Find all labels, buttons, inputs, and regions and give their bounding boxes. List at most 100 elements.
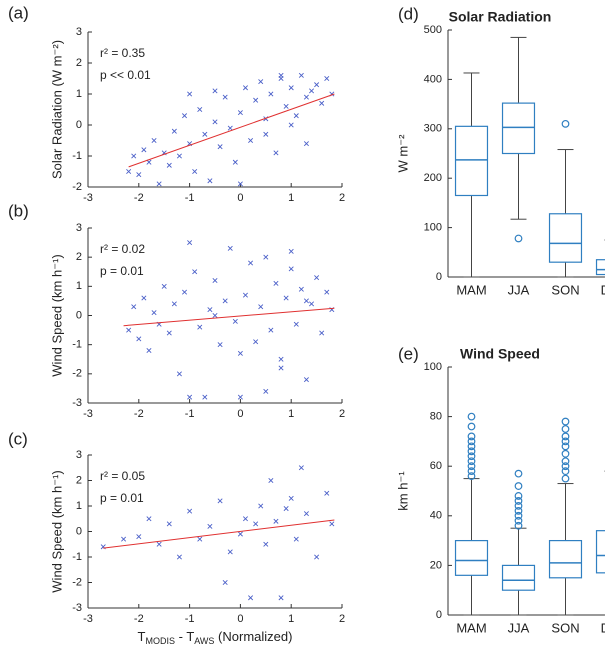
x-tick-label: SON — [551, 282, 579, 297]
outlier — [561, 457, 570, 466]
point — [273, 280, 279, 286]
box — [548, 213, 583, 263]
fit-line — [128, 93, 335, 168]
point — [258, 79, 264, 85]
outlier — [561, 467, 570, 476]
outlier — [561, 119, 570, 128]
outlier — [467, 442, 476, 451]
point — [232, 318, 238, 324]
point — [237, 350, 243, 356]
point — [288, 495, 294, 501]
point — [319, 330, 325, 336]
y-tick-label: 1 — [76, 280, 82, 292]
outlier — [467, 437, 476, 446]
point — [309, 301, 315, 307]
point — [136, 172, 142, 178]
fit-line — [103, 519, 335, 549]
point — [182, 289, 188, 295]
annotation: p = 0.01 — [100, 264, 144, 278]
point — [237, 110, 243, 116]
outlier — [561, 442, 570, 451]
point — [171, 128, 177, 134]
y-tick-label: 1 — [76, 500, 82, 512]
point — [197, 106, 203, 113]
x-tick-label: MAM — [456, 620, 486, 635]
point — [319, 100, 325, 106]
x-tick-label: 2 — [339, 613, 345, 625]
point — [212, 88, 218, 94]
point — [303, 377, 309, 383]
outlier — [514, 521, 523, 530]
point — [298, 286, 304, 292]
y-tick-label: -2 — [72, 576, 82, 588]
outlier — [514, 492, 523, 500]
point — [187, 240, 193, 246]
point — [278, 595, 284, 601]
x-axis-label-part: - T — [175, 629, 194, 644]
y-tick-label: -3 — [72, 602, 82, 614]
box — [595, 259, 605, 276]
x-tick-label: 2 — [339, 192, 345, 204]
point — [151, 137, 157, 144]
point — [288, 266, 294, 272]
y-tick-label: 500 — [424, 24, 442, 36]
y-tick-label: -2 — [72, 368, 82, 380]
x-tick-label: -1 — [185, 408, 195, 420]
outlier — [467, 422, 476, 431]
y-tick-label: -1 — [72, 551, 82, 563]
outlier — [561, 449, 570, 458]
point — [309, 88, 315, 94]
y-tick-label: 200 — [424, 172, 442, 184]
point — [197, 324, 203, 330]
box — [454, 539, 489, 576]
fit-line — [123, 307, 335, 327]
point — [136, 534, 142, 540]
y-tick-label: -1 — [72, 150, 82, 162]
outlier — [467, 457, 476, 466]
point — [273, 150, 279, 156]
annotation: p << 0.01 — [100, 68, 151, 82]
panel-label: (d) — [398, 4, 419, 23]
outlier — [514, 506, 523, 515]
x-tick-label: -2 — [134, 613, 144, 625]
y-tick-label: 2 — [76, 251, 82, 263]
point — [303, 511, 309, 517]
outlier — [467, 447, 476, 456]
point — [278, 356, 284, 362]
y-axis-label: Wind Speed (km h⁻¹) — [49, 254, 64, 376]
point — [263, 254, 269, 260]
point — [324, 490, 330, 496]
point — [212, 312, 218, 319]
y-tick-label: 40 — [430, 510, 442, 522]
point — [146, 347, 152, 354]
x-tick-label: 0 — [237, 613, 243, 625]
x-tick-label: -3 — [83, 192, 93, 204]
outlier — [467, 462, 476, 471]
point — [227, 125, 233, 131]
outlier — [514, 501, 523, 510]
point — [314, 275, 320, 281]
point — [187, 394, 193, 400]
panel-label: (e) — [398, 344, 419, 363]
outlier — [561, 437, 570, 446]
point — [217, 144, 223, 150]
outlier — [561, 425, 570, 433]
y-tick-label: 0 — [436, 609, 442, 621]
x-tick-label: 1 — [288, 408, 294, 420]
point — [187, 508, 193, 514]
x-axis-label-part: MODIS — [145, 636, 175, 646]
point — [207, 523, 213, 529]
point — [248, 137, 254, 144]
x-axis-label-part: (Normalized) — [214, 629, 292, 644]
point — [278, 72, 284, 78]
point — [324, 289, 330, 295]
outlier — [467, 472, 476, 481]
y-tick-label: 100 — [424, 361, 442, 373]
box — [548, 539, 583, 579]
y-tick-label: 400 — [424, 73, 442, 85]
point — [298, 72, 304, 78]
y-tick-label: 0 — [76, 525, 82, 537]
point — [263, 541, 269, 547]
point — [126, 168, 132, 175]
